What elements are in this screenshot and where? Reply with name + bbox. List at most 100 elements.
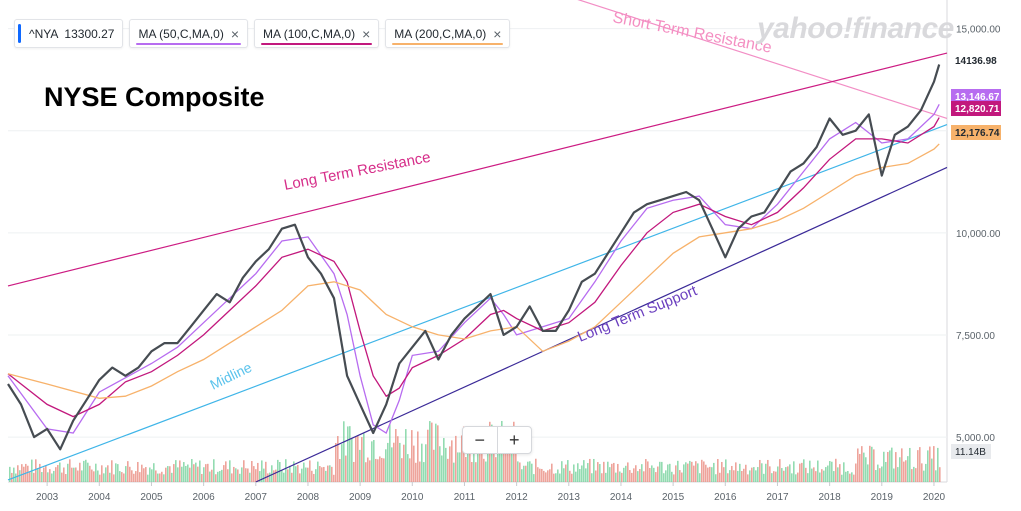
ma50-close-icon[interactable]: ×	[230, 25, 240, 42]
volume-bar	[583, 460, 585, 482]
volume-bar	[87, 462, 89, 482]
ma100-close-icon[interactable]: ×	[362, 25, 371, 42]
volume-bar	[391, 447, 393, 482]
volume-bar	[21, 464, 23, 482]
volume-bar	[251, 461, 253, 482]
volume-bar	[643, 471, 645, 482]
volume-bar	[645, 459, 647, 482]
volume-bar	[175, 460, 177, 482]
volume-bar	[339, 458, 341, 482]
volume-bar	[325, 470, 327, 482]
volume-bar	[449, 446, 451, 482]
ma200-close-icon[interactable]: ×	[493, 25, 502, 42]
volume-bar	[407, 454, 409, 482]
volume-bar	[33, 472, 35, 482]
volume-bar	[805, 467, 807, 482]
volume-bar	[121, 472, 123, 482]
volume-bar	[559, 473, 561, 482]
volume-bar	[605, 472, 607, 482]
volume-bar	[263, 468, 265, 482]
volume-bar	[731, 465, 733, 482]
volume-bar	[623, 467, 625, 482]
volume-bar	[315, 469, 317, 482]
volume-bar	[511, 449, 513, 482]
volume-bar	[293, 461, 295, 482]
volume-bar	[813, 467, 815, 482]
ma200-chip[interactable]: MA (200,C,MA,0) ×	[385, 19, 511, 48]
volume-bar	[89, 465, 91, 482]
volume-bar	[747, 474, 749, 482]
volume-bar	[853, 474, 855, 482]
volume-bar	[131, 470, 133, 482]
volume-bar	[789, 464, 791, 482]
volume-bar	[919, 447, 921, 482]
volume-bar	[403, 444, 405, 482]
ma200-label: MA (200,C,MA,0)	[394, 26, 487, 41]
y-tick-label: 10,000.00	[956, 229, 1001, 240]
volume-bar	[819, 472, 821, 482]
volume-bar	[611, 463, 613, 482]
volume-bar	[427, 429, 429, 482]
volume-bar	[615, 472, 617, 482]
volume-bar	[197, 466, 199, 482]
volume-value-label: 11.14B	[955, 447, 986, 458]
volume-bar	[533, 474, 535, 482]
annotation-long-term-support: Long Term Support	[575, 282, 700, 346]
volume-bar	[451, 440, 453, 482]
volume-bar	[231, 473, 233, 482]
volume-bar	[171, 472, 173, 482]
volume-bar	[617, 463, 619, 482]
volume-bar	[525, 465, 527, 482]
volume-bar	[565, 464, 567, 482]
volume-bar	[591, 473, 593, 482]
volume-bar	[609, 467, 611, 482]
volume-bar	[389, 424, 391, 482]
volume-bar	[305, 467, 307, 482]
volume-bar	[633, 468, 635, 482]
volume-bar	[715, 474, 717, 482]
volume-bar	[69, 459, 71, 482]
volume-bar	[835, 458, 837, 482]
x-tick-label: 2016	[714, 492, 737, 503]
volume-bar	[143, 468, 145, 482]
ticker-chip[interactable]: ^NYA 13300.27	[14, 19, 124, 48]
volume-bar	[811, 468, 813, 482]
x-tick-label: 2015	[662, 492, 685, 503]
volume-bar	[689, 460, 691, 482]
volume-bar	[417, 431, 419, 482]
volume-bar	[319, 466, 321, 482]
volume-bar	[889, 450, 891, 482]
zoom-out-button[interactable]: −	[463, 427, 498, 453]
volume-bar	[587, 463, 589, 482]
volume-bar	[109, 472, 111, 482]
volume-bar	[723, 467, 725, 482]
ma50-chip[interactable]: MA (50,C,MA,0) ×	[129, 19, 249, 48]
volume-bar	[503, 452, 505, 482]
volume-bar	[365, 462, 367, 482]
volume-bar	[721, 461, 723, 482]
volume-bar	[435, 423, 437, 482]
volume-bar	[195, 462, 197, 482]
volume-bar	[683, 464, 685, 482]
volume-bar	[505, 433, 507, 482]
volume-bar	[705, 464, 707, 482]
volume-bar	[311, 470, 313, 482]
ma100-chip[interactable]: MA (100,C,MA,0) ×	[254, 19, 380, 48]
volume-bar	[861, 446, 863, 482]
volume-bar	[759, 459, 761, 482]
volume-bar	[681, 472, 683, 482]
volume-bar	[73, 467, 75, 482]
volume-bar	[507, 428, 509, 482]
volume-bar	[405, 429, 407, 482]
volume-bar	[345, 455, 347, 482]
volume-bar	[39, 463, 41, 482]
zoom-in-button[interactable]: +	[508, 429, 520, 450]
ma-line-2	[7, 143, 940, 399]
volume-bar	[299, 473, 301, 482]
volume-bar	[465, 457, 467, 482]
volume-bar	[211, 469, 213, 482]
volume-bar	[157, 473, 159, 482]
volume-bar	[693, 465, 695, 482]
volume-bar	[855, 463, 857, 482]
